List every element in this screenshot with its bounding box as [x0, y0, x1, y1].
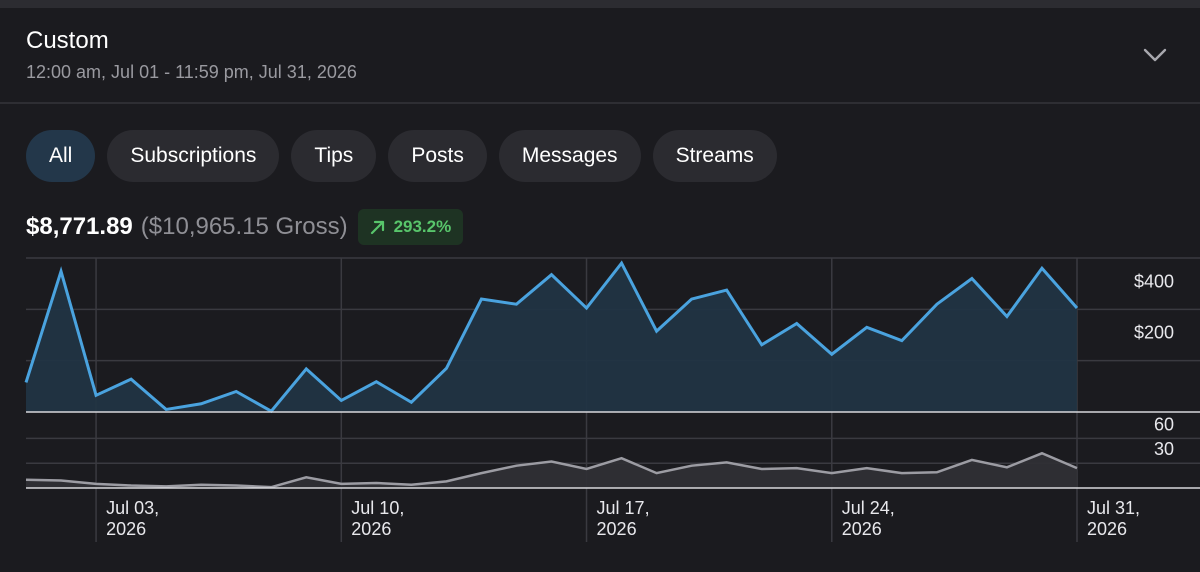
count-series-line	[25, 451, 1078, 489]
top-strip	[0, 0, 1200, 8]
x-tick-label-line: Jul 10,	[351, 498, 404, 518]
period-selector[interactable]: Custom 12:00 am, Jul 01 - 11:59 pm, Jul …	[0, 8, 1200, 103]
filter-chip-streams[interactable]: Streams	[652, 130, 777, 182]
arrow-up-right-icon	[370, 220, 384, 235]
earnings-summary: $8,771.89 ($10,965.15 Gross) 293.2%	[26, 208, 464, 246]
net-earnings: $8,771.89	[26, 213, 133, 240]
x-tick-label-line: Jul 03,	[106, 498, 159, 518]
x-tick-label-line: 2026	[351, 519, 391, 539]
y-tick-label: $200	[1134, 323, 1174, 343]
x-tick-label-line: 2026	[1087, 519, 1127, 539]
x-tick-label: Jul 31, 2026	[1087, 498, 1140, 539]
period-range: 12:00 am, Jul 01 - 11:59 pm, Jul 31, 202…	[26, 62, 357, 82]
change-percent: 293.2%	[393, 217, 452, 236]
earnings-series-line	[24, 260, 1079, 414]
filter-chip-posts[interactable]: Posts	[388, 130, 487, 182]
period-title: Custom	[26, 27, 109, 54]
y-tick-label: 60	[1154, 414, 1174, 434]
y-tick-label: 30	[1154, 439, 1174, 459]
earnings-area-chart	[24, 260, 1079, 414]
x-tick-label-line: 2026	[842, 519, 882, 539]
x-tick-label-line: Jul 17,	[597, 498, 650, 518]
x-tick-label-line: Jul 31,	[1087, 498, 1140, 518]
filter-chip-tips[interactable]: Tips	[291, 130, 377, 182]
filter-chip-all[interactable]: All	[26, 130, 96, 182]
x-tick-label-line: Jul 24,	[842, 498, 895, 518]
x-tick-label-line: 2026	[106, 519, 146, 539]
x-tick-label-line: 2026	[597, 519, 637, 539]
x-tick-label: Jul 24, 2026	[842, 498, 895, 539]
filter-chip-subscriptions[interactable]: Subscriptions	[107, 130, 280, 182]
y-tick-label: $400	[1134, 271, 1174, 291]
chevron-down-icon[interactable]	[1142, 46, 1168, 64]
count-area-chart	[25, 451, 1078, 489]
x-tick-label: Jul 17, 2026	[597, 498, 650, 539]
x-tick-label: Jul 10, 2026	[351, 498, 404, 539]
earnings-area-fill	[26, 263, 1077, 412]
category-filters: All Subscriptions Tips Posts Messages St…	[26, 130, 777, 182]
header-divider	[0, 102, 1200, 104]
gross-earnings: ($10,965.15 Gross)	[140, 213, 348, 240]
change-badge: 293.2%	[357, 209, 464, 245]
x-tick-label: Jul 03, 2026	[106, 498, 159, 539]
count-area-fill	[26, 453, 1077, 488]
filter-chip-messages[interactable]: Messages	[498, 130, 641, 182]
